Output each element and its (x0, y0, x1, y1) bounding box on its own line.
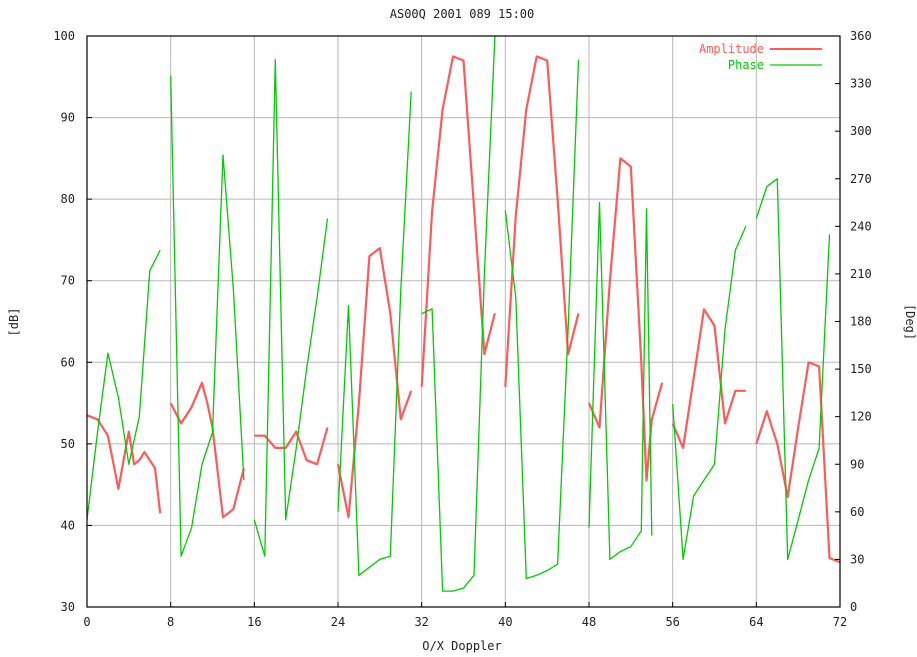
y-tick-label-right: 210 (850, 267, 872, 281)
y-axis-label-right: [Deg] (903, 304, 917, 340)
y-tick-label-right: 150 (850, 362, 872, 376)
x-tick-label: 24 (331, 615, 345, 629)
y-tick-label-right: 180 (850, 315, 872, 329)
amplitude-line (504, 55, 580, 387)
amplitude-line (169, 381, 245, 519)
phase-line (755, 178, 831, 561)
x-tick-label: 64 (749, 615, 763, 629)
plot-frame (86, 35, 841, 608)
series-phase (86, 35, 831, 592)
grid (87, 36, 840, 607)
x-tick-label: 72 (833, 615, 847, 629)
y-tick-label-left: 40 (61, 518, 75, 532)
y-tick-label-left: 60 (61, 355, 75, 369)
legend-label-phase: Phase (728, 58, 764, 72)
phase-line (170, 75, 245, 557)
legend-label-amplitude: Amplitude (699, 42, 764, 56)
amplitude-line (336, 247, 413, 519)
phase-line (337, 91, 412, 576)
plot-area (86, 35, 841, 592)
phase-line (421, 35, 496, 592)
y-tick-label-left: 80 (61, 192, 75, 206)
y-tick-label-right: 240 (850, 219, 872, 233)
y-tick-label-right: 300 (850, 124, 872, 138)
x-tick-label: 56 (665, 615, 679, 629)
y-tick-label-right: 30 (850, 552, 864, 566)
y-tick-label-left: 90 (61, 111, 75, 125)
y-tick-label-right: 0 (850, 600, 857, 614)
phase-line (672, 226, 747, 561)
x-tick-label: 16 (247, 615, 261, 629)
y-tick-label-right: 270 (850, 172, 872, 186)
y-tick-label-right: 90 (850, 457, 864, 471)
axis-ticks: 0 8 16 24 32 40 48 56 64 72 30 40 50 60 70 80 90 100 0 30 60… (53, 29, 871, 629)
x-tick-label: 40 (498, 615, 512, 629)
x-tick-label: 0 (83, 615, 90, 629)
phase-line (588, 201, 653, 561)
y-tick-label-left: 30 (61, 600, 75, 614)
amplitude-line (254, 427, 329, 466)
chart-title: AS00Q 2001 089 15:00 (390, 7, 535, 21)
y-tick-label-right: 330 (850, 77, 872, 91)
phase-line (504, 59, 580, 580)
phase-line (86, 249, 161, 520)
amplitude-line (755, 361, 841, 564)
y-tick-label-right: 60 (850, 505, 864, 519)
y-axis-label-left: [dB] (7, 308, 21, 337)
x-tick-label: 8 (167, 615, 174, 629)
y-tick-label-left: 100 (53, 29, 75, 43)
x-tick-label: 32 (414, 615, 428, 629)
amplitude-line (86, 414, 162, 514)
phase-line (253, 59, 329, 557)
y-tick-label-left: 50 (61, 437, 75, 451)
x-axis-label: O/X Doppler (422, 639, 501, 653)
legend: Amplitude Phase (699, 42, 822, 72)
y-tick-label-right: 360 (850, 29, 872, 43)
y-tick-label-right: 120 (850, 410, 872, 424)
y-tick-label-left: 70 (61, 274, 75, 288)
amplitude-line (671, 308, 746, 449)
series-amplitude (86, 55, 841, 564)
x-tick-label: 48 (582, 615, 596, 629)
